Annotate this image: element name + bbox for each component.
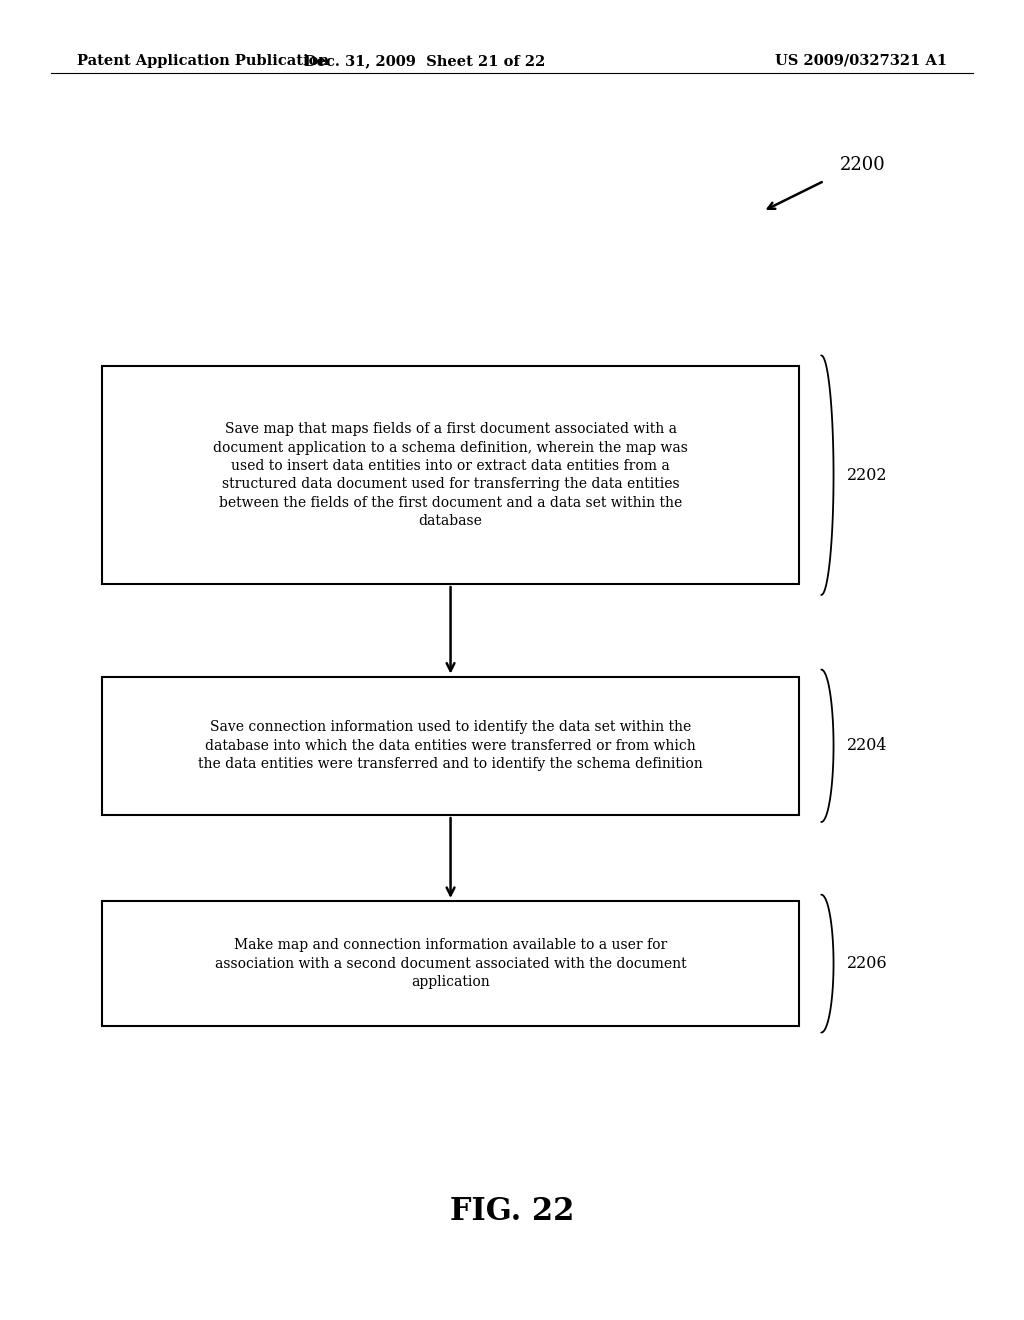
Text: FIG. 22: FIG. 22 <box>450 1196 574 1228</box>
Text: Dec. 31, 2009  Sheet 21 of 22: Dec. 31, 2009 Sheet 21 of 22 <box>304 54 546 67</box>
Text: 2200: 2200 <box>840 156 886 174</box>
Bar <box>102 676 799 814</box>
Text: 2206: 2206 <box>847 956 888 972</box>
Text: Save map that maps fields of a first document associated with a
document applica: Save map that maps fields of a first doc… <box>213 422 688 528</box>
Text: US 2009/0327321 A1: US 2009/0327321 A1 <box>775 54 947 67</box>
Bar <box>102 366 799 583</box>
Text: Save connection information used to identify the data set within the
database in: Save connection information used to iden… <box>199 721 702 771</box>
Text: 2202: 2202 <box>847 467 888 483</box>
Text: 2204: 2204 <box>847 738 888 754</box>
Text: Make map and connection information available to a user for
association with a s: Make map and connection information avai… <box>215 939 686 989</box>
Text: Patent Application Publication: Patent Application Publication <box>77 54 329 67</box>
Bar <box>102 900 799 1027</box>
